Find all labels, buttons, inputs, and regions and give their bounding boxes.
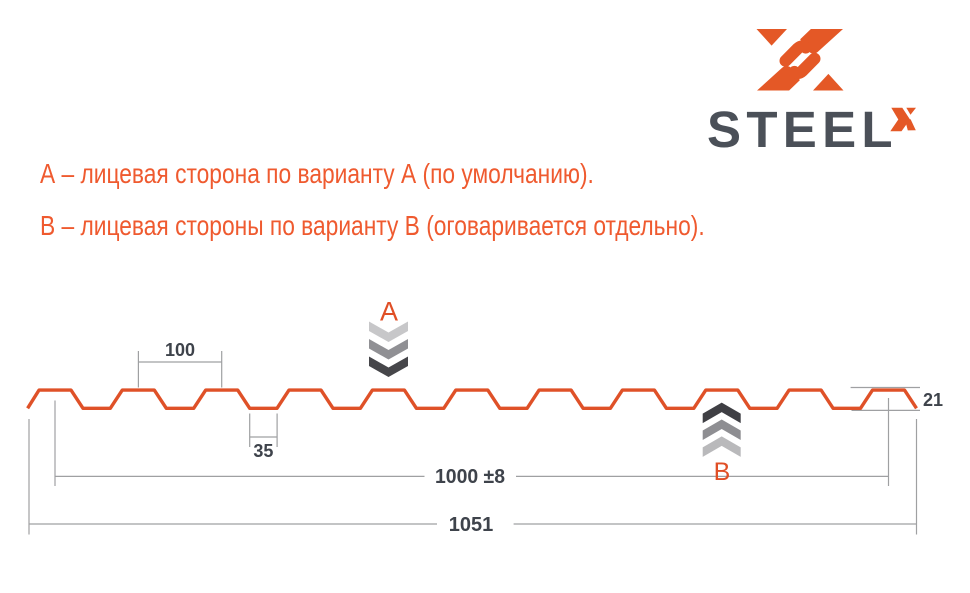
svg-text:21: 21 [923, 390, 943, 410]
svg-text:35: 35 [253, 441, 273, 461]
svg-text:1051: 1051 [449, 514, 494, 536]
svg-text:100: 100 [165, 340, 195, 360]
svg-text:А: А [380, 297, 398, 327]
svg-text:1000 ±8: 1000 ±8 [435, 466, 505, 488]
svg-text:В: В [714, 458, 731, 486]
